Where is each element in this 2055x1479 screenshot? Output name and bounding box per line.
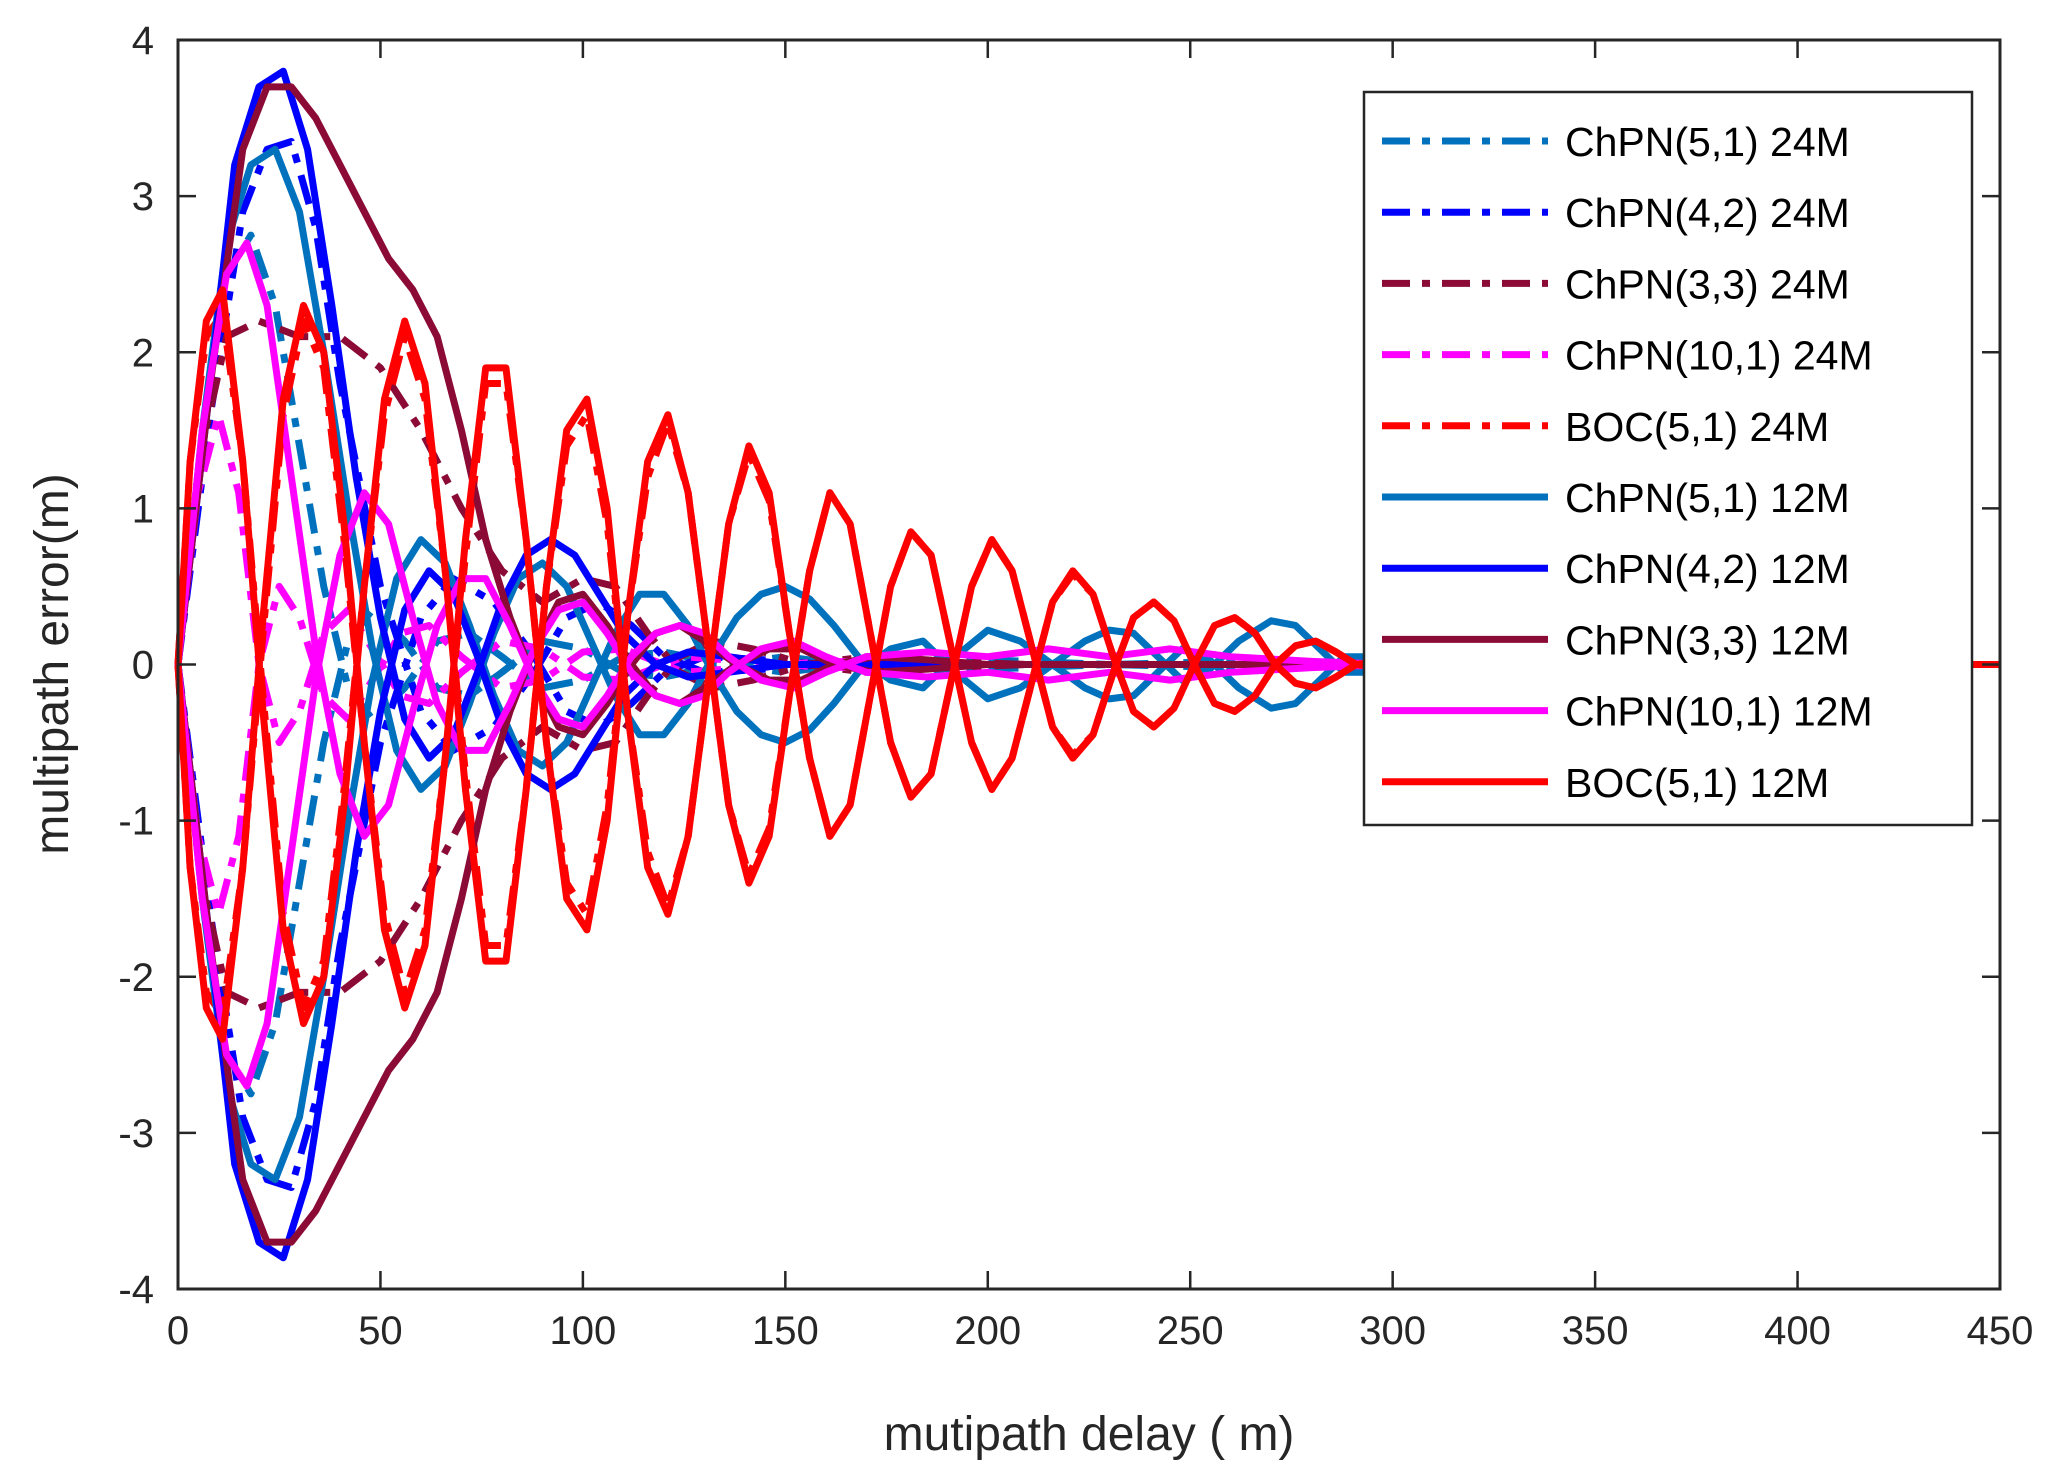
x-tick-label: 250: [1157, 1309, 1224, 1353]
legend-label-10: BOC(5,1) 12M: [1565, 760, 1829, 806]
x-tick-label: 150: [752, 1309, 819, 1353]
y-tick-label: -3: [118, 1112, 154, 1156]
legend-label-4: ChPN(10,1) 24M: [1565, 333, 1873, 379]
x-tick-label: 300: [1359, 1309, 1426, 1353]
ticks-layer: 0 50 100 150 200 250 300 350 400 450 4 3 2 1 0 -1 -2 -3 -4: [118, 19, 2033, 1353]
y-tick-label: 1: [132, 487, 154, 531]
legend-label-3: ChPN(3,3) 24M: [1565, 261, 1850, 307]
x-tick-label: 50: [358, 1309, 403, 1353]
series-line-6-lower: [174, 536, 2000, 1184]
legend-label-9: ChPN(10,1) 12M: [1565, 689, 1873, 735]
series-line-10-upper: [174, 301, 2000, 1043]
series-layer: [174, 67, 2000, 1262]
y-tick-label: 0: [132, 644, 154, 688]
series-line-1-lower: [174, 606, 2000, 1098]
x-tick-label: 0: [167, 1309, 189, 1353]
legend-label-7: ChPN(4,2) 12M: [1565, 546, 1850, 592]
y-tick-label: -4: [118, 1268, 154, 1312]
legend-label-5: BOC(5,1) 24M: [1565, 404, 1829, 450]
legend-label-6: ChPN(5,1) 12M: [1565, 475, 1850, 521]
y-axis-label: multipath error(m): [26, 473, 79, 854]
series-line-9-lower: [174, 489, 2000, 1090]
series-line-2-upper: [174, 137, 2000, 754]
x-tick-label: 100: [550, 1309, 617, 1353]
legend-entries: ChPN(5,1) 24M ChPN(4,2) 24M ChPN(3,3) 24M C…: [1382, 119, 1873, 806]
x-tick-label: 400: [1764, 1309, 1831, 1353]
legend-label-2: ChPN(4,2) 24M: [1565, 190, 1850, 236]
legend-label-1: ChPN(5,1) 24M: [1565, 119, 1850, 165]
x-axis-label: mutipath delay ( m): [884, 1408, 1295, 1461]
y-tick-label: 4: [132, 19, 154, 63]
legend: ChPN(5,1) 24M ChPN(4,2) 24M ChPN(3,3) 24M C…: [1362, 90, 1974, 827]
y-tick-label: -2: [118, 956, 154, 1000]
legend-label-8: ChPN(3,3) 12M: [1565, 617, 1850, 663]
series-line-3-lower: [174, 637, 2000, 1012]
y-tick-label: 2: [132, 331, 154, 375]
x-tick-label: 350: [1562, 1309, 1629, 1353]
series-line-1-upper: [174, 231, 2000, 723]
series-line-9-upper: [174, 239, 2000, 840]
series-line-10-lower: [174, 286, 2000, 1028]
x-tick-label: 450: [1967, 1309, 2034, 1353]
y-tick-label: -1: [118, 800, 154, 844]
x-tick-label: 200: [954, 1309, 1021, 1353]
y-tick-label: 3: [132, 175, 154, 219]
series-line-2-lower: [174, 575, 2000, 1192]
series-line-3-upper: [174, 317, 2000, 692]
